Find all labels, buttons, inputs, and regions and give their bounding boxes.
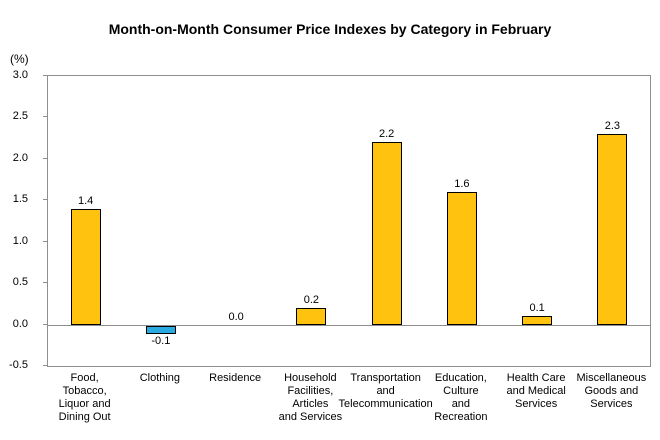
y-tick-mark <box>43 157 48 159</box>
category-label-6: Education, Culture and Recreation <box>434 372 488 423</box>
bar-1 <box>70 208 101 325</box>
y-tick-mark <box>43 282 48 284</box>
y-tick-label: 0.0 <box>12 317 28 330</box>
category-label-5: Transportation and Telecommunication <box>338 372 433 410</box>
y-tick-mark <box>43 75 48 76</box>
y-tick-label: 1.5 <box>12 193 28 206</box>
bar-7 <box>522 316 553 325</box>
category-label-1: Food, Tobacco, Liquor and Dining Out <box>58 372 111 423</box>
bar-value-label: 1.4 <box>77 194 94 207</box>
bar-6 <box>446 192 477 325</box>
y-tick-label: 0.5 <box>12 276 28 289</box>
bar-value-label: 2.3 <box>604 120 621 132</box>
y-tick-mark <box>43 116 48 118</box>
category-label-3: Residence <box>209 372 262 384</box>
zero-baseline <box>48 324 650 326</box>
category-label-2: Clothing <box>139 372 181 384</box>
category-label-8: Miscellaneous Goods and Services <box>576 372 647 410</box>
bar-4 <box>296 308 327 325</box>
bar-value-label: 2.2 <box>378 128 395 141</box>
y-tick-label: 1.0 <box>12 234 28 247</box>
bar-2 <box>145 325 176 334</box>
y-tick-label: 3.0 <box>12 69 28 81</box>
y-tick-label: -0.5 <box>9 359 28 371</box>
y-tick-mark <box>43 240 48 242</box>
plot-area: 1.4 -0.1 0.0 0.2 2.2 1.6 0.1 2.3 <box>47 75 651 367</box>
y-axis-unit-label: (%) <box>10 52 29 66</box>
bar-value-label: 1.6 <box>454 178 470 190</box>
bar-8 <box>597 134 628 325</box>
bar-value-label: 0.2 <box>303 294 320 306</box>
y-tick-mark <box>43 199 48 201</box>
bar-value-label: -0.1 <box>151 334 171 347</box>
chart-title: Month-on-Month Consumer Price Indexes by… <box>108 21 552 37</box>
category-label-4: Household Facilities, Articles and Servi… <box>278 372 343 423</box>
y-tick-mark <box>43 365 48 366</box>
bar-5 <box>371 142 402 325</box>
y-tick-label: 2.0 <box>12 151 28 164</box>
bar-value-label: 0.0 <box>228 310 244 323</box>
y-tick-mark <box>43 323 48 325</box>
category-label-7: Health Care and Medical Services <box>506 372 566 410</box>
bar-value-label: 0.1 <box>529 302 545 315</box>
y-tick-label: 2.5 <box>12 110 28 123</box>
